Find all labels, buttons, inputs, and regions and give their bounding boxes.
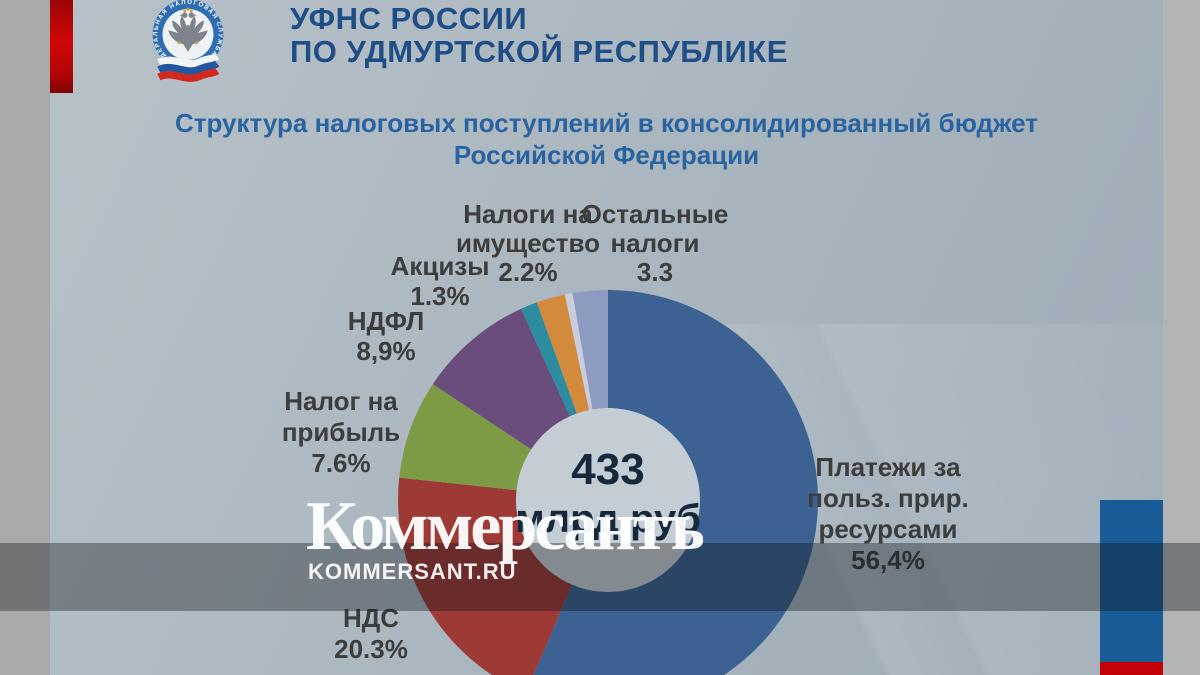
callout-excise-pct: 1.3% (410, 281, 470, 311)
donut-slice-5 (536, 294, 590, 414)
kommersant-url: KOMMERSANT.RU (308, 559, 517, 584)
callout-excise: Акцизы 1.3% (370, 251, 510, 311)
right-accent-bar-red-cap (1100, 662, 1163, 675)
fns-emblem: ФЕДЕРАЛЬНАЯ НАЛОГОВАЯ СЛУЖБА (152, 0, 224, 82)
donut-slice-2 (399, 384, 532, 491)
org-name-line1: УФНС РОССИИ (290, 1, 528, 36)
donut-hole (515, 407, 701, 593)
slide-title-line1: Структура налоговых поступлений в консол… (174, 108, 1038, 138)
callout-property-pct: 2.2% (498, 257, 558, 287)
right-gray-border (1163, 0, 1200, 675)
kommersant-logo: Коммерсантъ (306, 488, 705, 565)
donut-slice-6-sliver (564, 293, 593, 410)
red-accent-bar (50, 0, 73, 93)
callout-profit-pct: 7.6% (311, 448, 371, 478)
callout-property-line1: Налоги на (463, 199, 593, 229)
donut-slice-1 (398, 477, 572, 675)
donut-slice-0 (533, 290, 818, 675)
left-gray-border (0, 0, 50, 675)
donut-center-label: 433 млрд руб (498, 444, 718, 542)
callout-payments-line3: ресурсами (818, 514, 958, 544)
russian-flag-ribbon (157, 53, 220, 82)
callout-payments-line2: польз. прир. (807, 483, 969, 513)
emblem-gold-ornaments (177, 7, 199, 45)
callout-profit-line1: Налог на (284, 386, 398, 416)
callout-payments-pct: 56,4% (851, 545, 925, 575)
right-accent-bar (1100, 500, 1163, 675)
callout-payments-line1: Платежи за (815, 452, 961, 482)
donut-slice-3 (432, 308, 570, 450)
callout-property: Налоги на имущество 2.2% (443, 200, 613, 287)
org-name-line2: ПО УДМУРТСКОЙ РЕСПУБЛИКЕ (290, 34, 788, 69)
total-unit: млрд руб (515, 497, 701, 541)
callout-nds: НДС 20.3% (301, 603, 441, 665)
callout-payments: Платежи за польз. прир. ресурсами 56,4% (788, 452, 988, 576)
org-name: УФНС РОССИИ ПО УДМУРТСКОЙ РЕСПУБЛИКЕ (290, 2, 788, 68)
slide-title: Структура налоговых поступлений в консол… (50, 107, 1163, 171)
callout-nds-pct: 20.3% (334, 634, 408, 664)
callout-property-line2: имущество (455, 228, 601, 258)
callout-ndfl-pct: 8,9% (356, 336, 416, 366)
callout-other-pct: 3.3 (636, 257, 674, 287)
callout-other: Остальные налоги 3.3 (570, 200, 740, 287)
callout-ndfl-line1: НДФЛ (347, 306, 425, 336)
donut-slice-6 (572, 290, 608, 410)
callout-ndfl: НДФЛ 8,9% (316, 306, 456, 366)
callout-excise-line1: Акцизы (390, 251, 490, 281)
watermark-band (0, 543, 1200, 611)
callout-other-line1: Остальные (581, 199, 729, 229)
callout-nds-line1: НДС (342, 603, 400, 633)
donut-slice-4 (520, 302, 577, 417)
callout-profit-line2: прибыль (281, 417, 401, 447)
fns-slide: ФЕДЕРАЛЬНАЯ НАЛОГОВАЯ СЛУЖБА (50, 0, 1163, 675)
double-eagle-icon (168, 12, 208, 52)
callout-profit: Налог на прибыль 7.6% (256, 386, 426, 479)
slide-title-line2: Российской Федерации (453, 140, 760, 170)
total-value: 433 (571, 445, 645, 494)
donut-chart (388, 280, 828, 675)
callout-other-line2: налоги (610, 228, 700, 258)
